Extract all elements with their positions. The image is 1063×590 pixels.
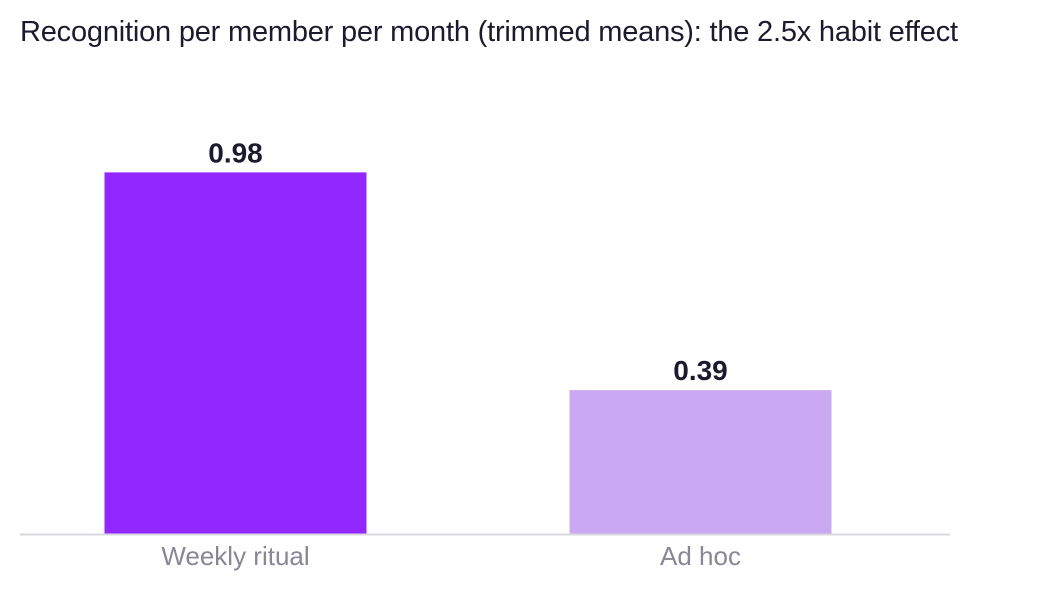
- bar-0: [104, 172, 367, 534]
- value-label-0: 0.98: [208, 137, 263, 168]
- x-tick-label-0: Weekly ritual: [161, 541, 309, 571]
- labels-layer: 0.98 Weekly ritual 0.39 Ad hoc: [161, 137, 741, 571]
- bars-layer: [104, 172, 832, 534]
- chart-title: Recognition per member per month (trimme…: [20, 16, 958, 48]
- x-tick-label-1: Ad hoc: [660, 541, 741, 571]
- value-label-1: 0.39: [673, 355, 728, 386]
- bar-1: [569, 390, 832, 534]
